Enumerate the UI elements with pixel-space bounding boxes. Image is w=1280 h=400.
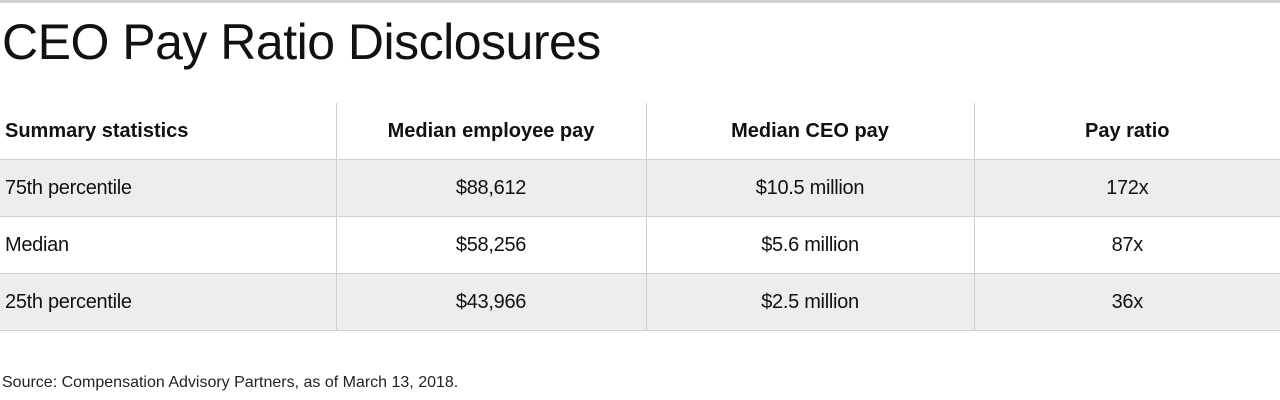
median-ceo-pay-cell: $5.6 million [645,216,974,274]
pay-ratio-cell: 172x [973,159,1280,217]
column-header-median-ceo-pay: Median CEO pay [645,103,974,160]
column-header-pay-ratio: Pay ratio [973,103,1280,160]
table-row: 75th percentile $88,612 $10.5 million 17… [0,159,1280,217]
row-label: Median [0,216,336,274]
median-employee-pay-cell: $88,612 [335,159,646,217]
table-header-row: Summary statistics Median employee pay M… [0,103,1280,160]
median-employee-pay-cell: $43,966 [335,273,646,331]
pay-ratio-cell: 87x [973,216,1280,274]
row-label: 75th percentile [0,159,336,217]
column-header-median-employee-pay: Median employee pay [335,103,646,160]
table-row: 25th percentile $43,966 $2.5 million 36x [0,273,1280,331]
pay-ratio-cell: 36x [973,273,1280,331]
column-header-summary-statistics: Summary statistics [0,103,336,160]
median-ceo-pay-cell: $2.5 million [645,273,974,331]
table-row: Median $58,256 $5.6 million 87x [0,216,1280,274]
page-title: CEO Pay Ratio Disclosures [2,14,601,70]
median-ceo-pay-cell: $10.5 million [645,159,974,217]
top-divider [0,0,1280,3]
pay-ratio-table: Summary statistics Median employee pay M… [0,103,1280,331]
row-label: 25th percentile [0,273,336,331]
source-note: Source: Compensation Advisory Partners, … [2,374,459,391]
median-employee-pay-cell: $58,256 [335,216,646,274]
